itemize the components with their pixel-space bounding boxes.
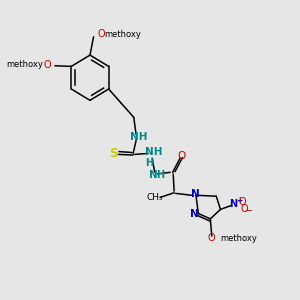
Text: NH: NH: [145, 147, 163, 157]
Text: O: O: [238, 197, 246, 207]
Text: NH: NH: [130, 132, 147, 142]
Text: S: S: [109, 147, 118, 160]
Text: methoxy: methoxy: [7, 60, 44, 69]
Text: H: H: [145, 158, 153, 168]
Text: N: N: [149, 170, 158, 181]
Text: methoxy: methoxy: [220, 233, 257, 242]
Text: N: N: [190, 209, 199, 219]
Text: N: N: [230, 199, 238, 209]
Text: methoxy: methoxy: [104, 30, 141, 39]
Text: N: N: [191, 189, 200, 199]
Text: O: O: [97, 29, 105, 39]
Text: O: O: [44, 60, 51, 70]
Text: −: −: [245, 206, 253, 216]
Text: O: O: [178, 151, 186, 161]
Text: CH₃: CH₃: [146, 193, 163, 202]
Text: +: +: [236, 196, 242, 205]
Text: O: O: [208, 233, 216, 243]
Text: O: O: [241, 204, 248, 214]
Text: H: H: [156, 170, 164, 181]
